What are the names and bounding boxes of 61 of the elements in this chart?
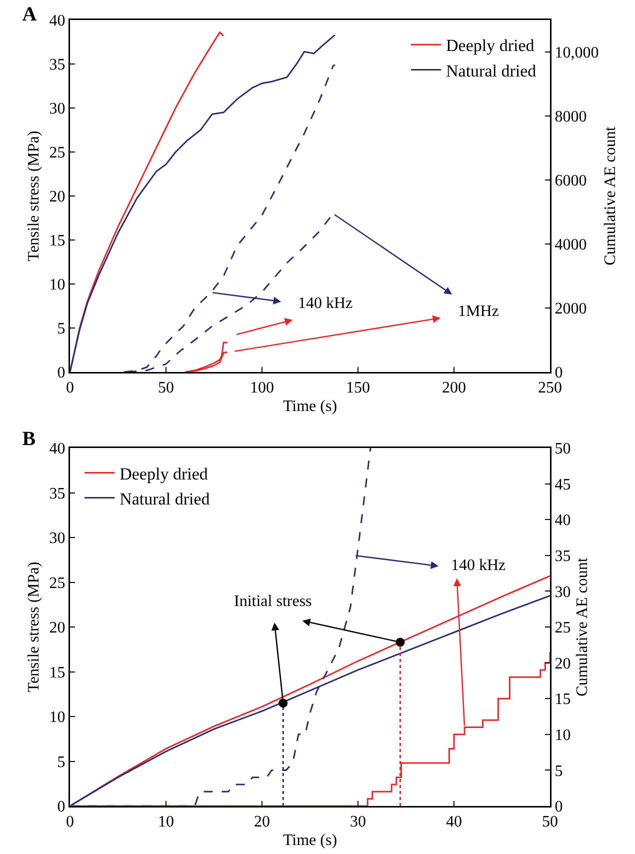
legend-label: Deeply dried [120,464,208,484]
y-tick-label: 20 [49,620,66,637]
y-tick-label: 5 [57,320,66,338]
y-tick-label: 35 [49,56,66,74]
annotation: 140 kHz [451,557,506,574]
y-tick-label: 25 [49,144,66,162]
y-tick-label: 5 [57,754,66,771]
y-tick-label: 10 [49,709,66,726]
y-tick-label: 40 [49,12,66,30]
y-tick-label: 35 [49,485,66,502]
y-tick-label: 40 [49,440,66,458]
legend-label: Natural dried [446,61,537,80]
y-axis-title: Tensile stress (MPa) [25,130,42,262]
y2-tick-label: 20 [554,655,571,672]
x-axis-title: Time (s) [282,832,338,850]
y2-tick-label: 45 [554,476,571,494]
y-tick-label: 20 [49,188,66,206]
y-axis-title: Tensile stress (MPa) [25,562,42,692]
x-axis-title: Time (s) [282,398,338,416]
x-tick-label: 10 [158,814,174,831]
y-tick-label: 0 [57,364,66,382]
y2-tick-label: 10,000 [554,44,599,62]
x-tick-label: 50 [542,814,558,831]
y-tick-label: 30 [49,100,66,118]
y2-tick-label: 0 [554,798,563,816]
y2-axis-title: Cumulative AE count [574,557,592,696]
x-tick-label: 40 [446,814,462,831]
y2-tick-label: 30 [554,584,571,601]
annotation: 140 kHz [298,295,353,312]
annotation: 1MHz [458,303,499,320]
y2-tick-label: 4000 [554,236,587,254]
y2-tick-label: 40 [554,512,571,530]
legend-label: Natural dried [120,489,210,508]
chart-title: A [22,3,38,26]
chart-title: B [22,428,36,450]
x-tick-label: 200 [442,380,466,397]
y-tick-label: 0 [57,798,66,816]
x-tick-label: 30 [350,814,366,831]
x-tick-label: 100 [250,380,274,397]
legend-label: Deeply dried [446,36,535,56]
y-tick-label: 30 [49,530,66,548]
y2-axis-title: Cumulative AE count [602,126,620,266]
y-tick-label: 10 [49,276,66,294]
x-tick-label: 150 [346,380,370,397]
x-tick-label: 20 [254,814,270,831]
y2-tick-label: 8000 [554,108,587,126]
x-tick-label: 250 [538,380,562,397]
y-tick-label: 15 [49,664,66,682]
y2-tick-label: 25 [554,620,571,637]
y-tick-label: 15 [49,232,66,250]
x-tick-label: 50 [158,380,174,397]
y2-tick-label: 15 [554,691,571,708]
y2-tick-label: 5 [554,762,563,780]
annotation: Initial stress [234,593,312,610]
y2-tick-label: 0 [554,364,563,382]
y2-tick-label: 2000 [554,300,587,318]
y-tick-label: 25 [49,574,66,592]
y2-tick-label: 10 [554,727,571,744]
y2-tick-label: 35 [554,548,571,565]
y2-tick-label: 50 [554,440,571,458]
y2-tick-label: 6000 [554,172,587,190]
